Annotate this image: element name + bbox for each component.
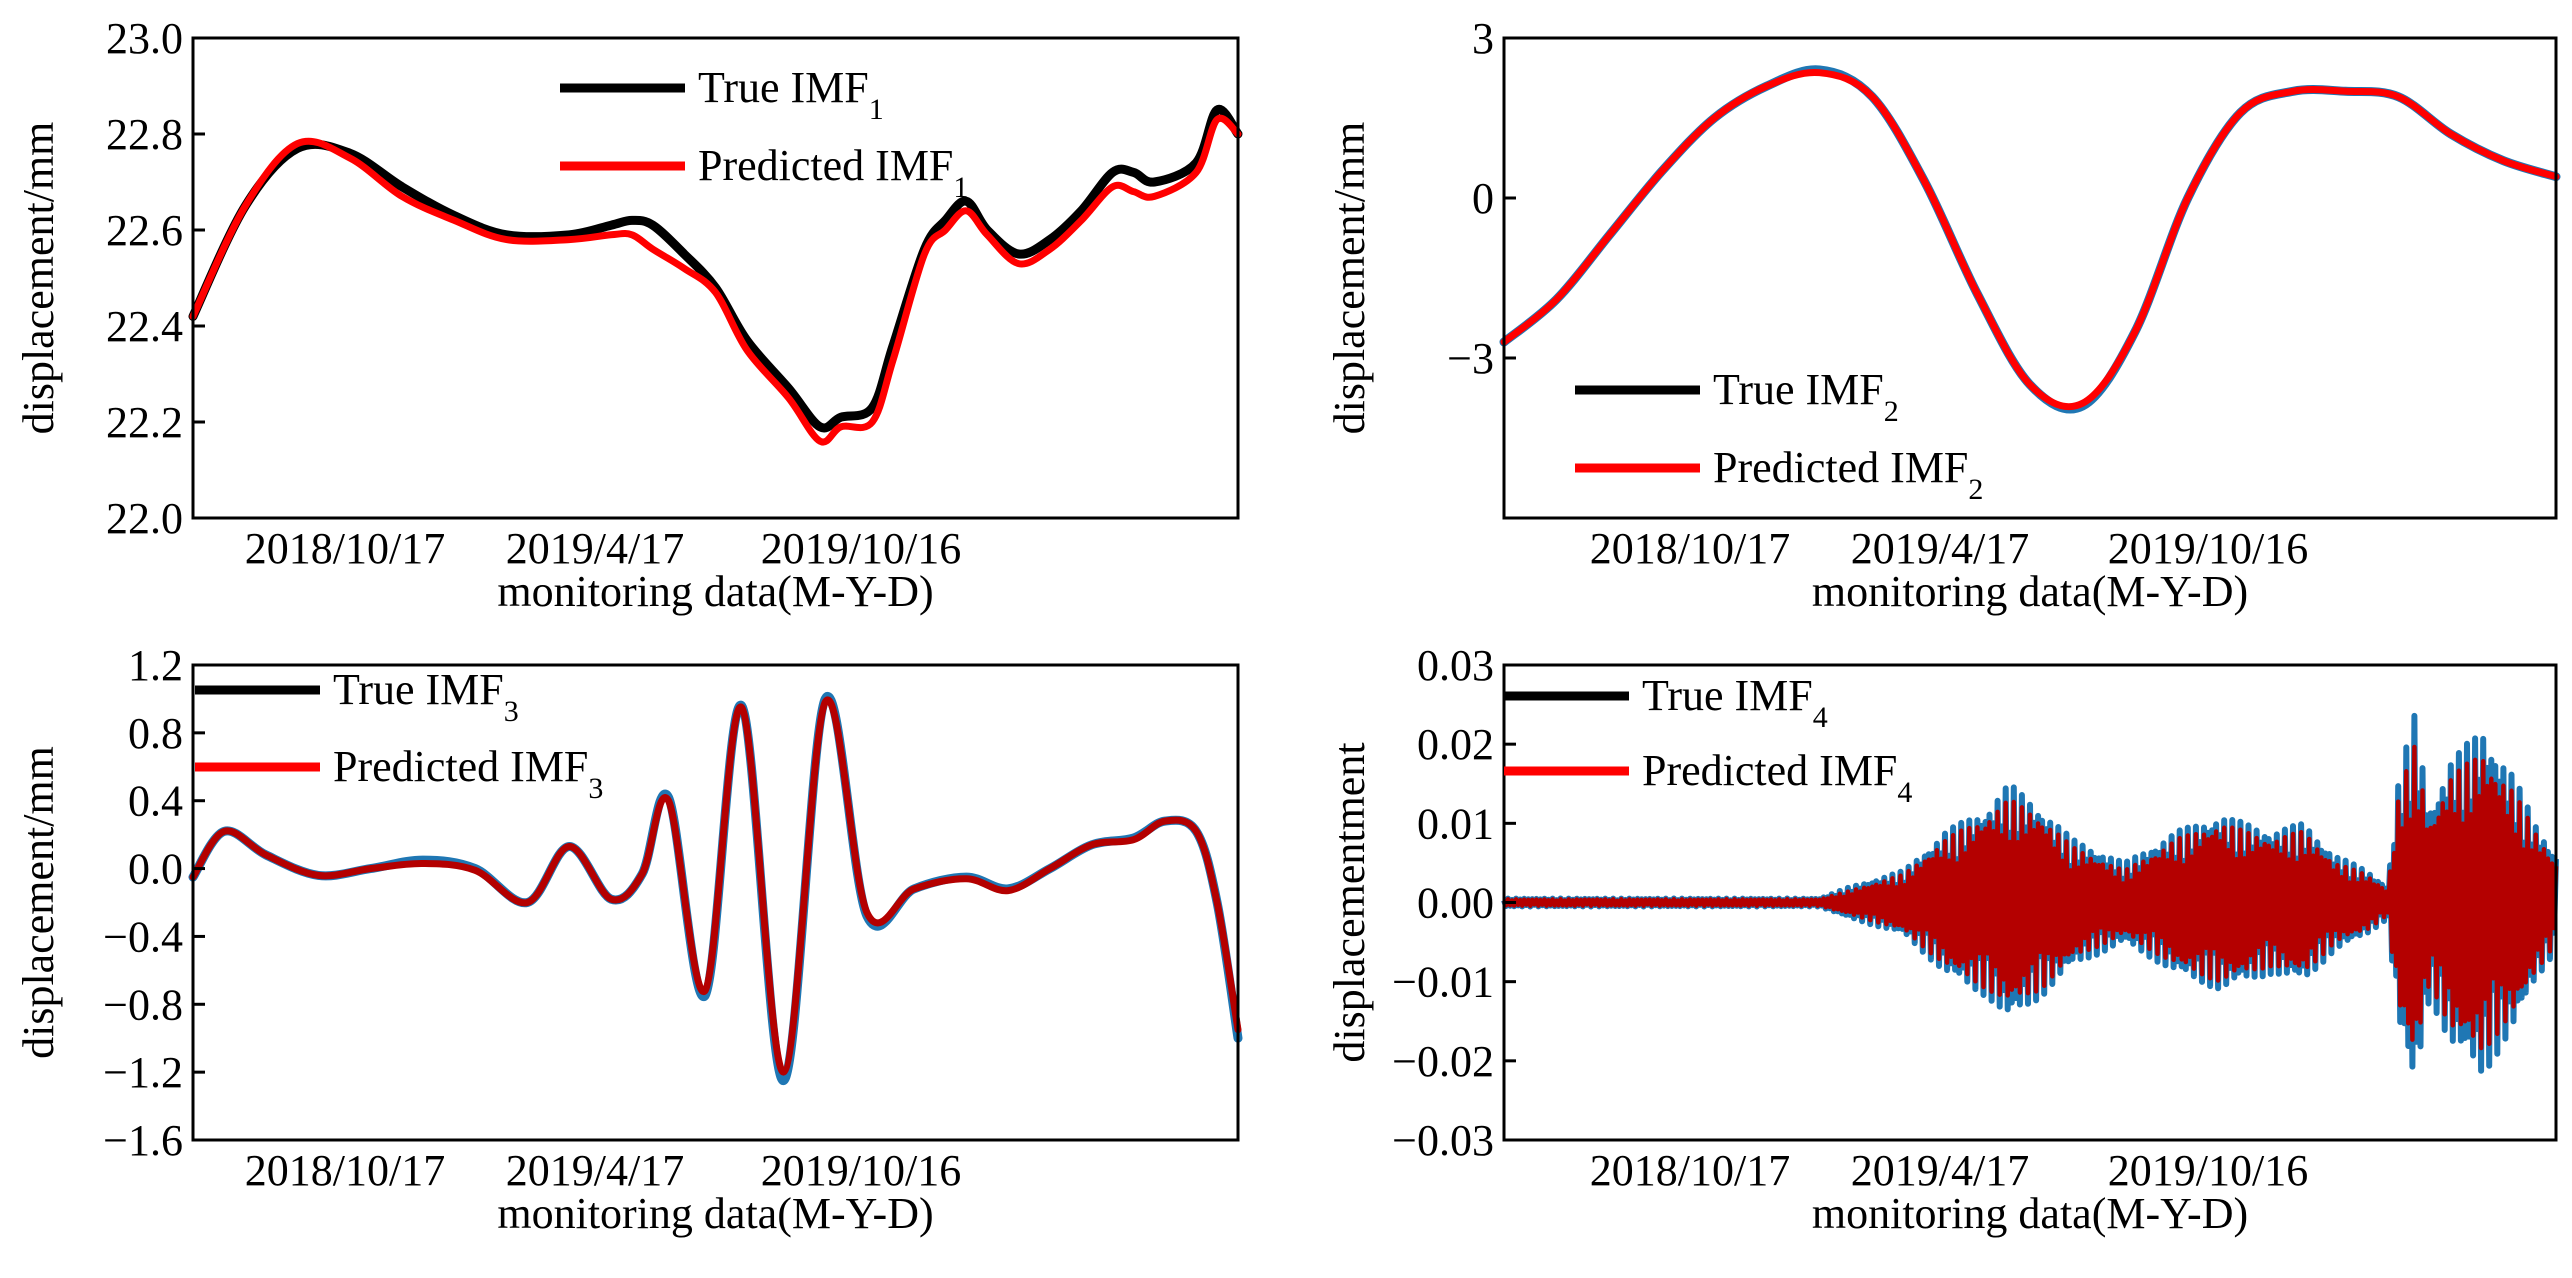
- chart-panel-imf3: −1.6 −1.2 −0.8 −0.4 0.0 0.4 0.8 1.2 2018/10/17 20…: [14, 641, 1243, 1238]
- y-tick-label: −0.01: [1392, 958, 1494, 1007]
- y-axis-label: displacement/mm: [14, 122, 63, 435]
- y-tick-label: 22.8: [106, 110, 183, 159]
- y-tick-label: 23.0: [106, 14, 183, 63]
- y-tick-label: −3: [1447, 334, 1494, 383]
- y-tick-label: 0: [1472, 174, 1494, 223]
- y-tick-label: 22.4: [106, 302, 183, 351]
- x-tick-label: 2019/4/17: [1851, 1146, 2029, 1195]
- x-tick-label: 2019/10/16: [761, 524, 961, 573]
- x-tick-label: 2019/10/16: [2108, 524, 2308, 573]
- legend-subscript: 4: [1897, 776, 1912, 809]
- x-tick-label: 2019/4/17: [1851, 524, 2029, 573]
- legend-entry: Predicted IMF2: [1713, 443, 1983, 506]
- plot-frame-imf1: [191, 36, 1240, 520]
- series-line-predicted-imf3: [189, 696, 1242, 1076]
- legend-subscript: 1: [869, 93, 884, 126]
- y-tick-label: 0.00: [1417, 879, 1494, 928]
- y-tick-label: −1.6: [103, 1116, 183, 1165]
- y-tick-label: 0.0: [128, 845, 183, 894]
- y-axis-label: displacement/mm: [14, 746, 63, 1059]
- y-tick-label: 0.03: [1417, 641, 1494, 690]
- x-tick-label: 2019/10/16: [2108, 1146, 2308, 1195]
- x-axis-label: monitoring data(M-Y-D): [497, 1189, 933, 1238]
- y-tick-label: 0.8: [128, 709, 183, 758]
- y-tick-label: 3: [1472, 14, 1494, 63]
- chart-panel-imf1: 22.0 22.2 22.4 22.6 22.8 23.0 2018/10/17 2019/4…: [14, 14, 1243, 616]
- x-tick-label: 2018/10/17: [245, 1146, 445, 1195]
- legend-entry: True IMF1: [698, 63, 884, 126]
- legend-subscript: 3: [504, 695, 519, 728]
- legend-entry: Predicted IMF4: [1642, 746, 1912, 809]
- x-tick-label: 2019/4/17: [506, 524, 684, 573]
- legend-entry: Predicted IMF1: [698, 141, 968, 204]
- x-axis-label: monitoring data(M-Y-D): [1812, 567, 2248, 616]
- y-tick-label: 0.01: [1417, 799, 1494, 848]
- x-tick-label: 2018/10/17: [1590, 524, 1790, 573]
- y-tick-label: −0.4: [103, 912, 183, 961]
- y-axis-label: displacement/mm: [1325, 122, 1374, 435]
- series-line-predicted-imf4: [1501, 744, 2559, 1051]
- x-tick-label: 2019/4/17: [506, 1146, 684, 1195]
- y-tick-label: −0.02: [1392, 1037, 1494, 1086]
- y-axis-label: displacementment: [1325, 742, 1374, 1062]
- y-tick-label: 0.4: [128, 777, 183, 826]
- y-tick-label: −0.8: [103, 980, 183, 1029]
- series-line-true-imf1: [188, 104, 1243, 433]
- y-tick-label: −0.03: [1392, 1116, 1494, 1165]
- legend-entry: True IMF3: [333, 665, 519, 728]
- plot-frame-imf3: [191, 663, 1240, 1142]
- legend-entry: True IMF4: [1642, 671, 1828, 734]
- legend-entry: Predicted IMF3: [333, 742, 603, 805]
- y-tick-label: 0.02: [1417, 720, 1494, 769]
- y-tick-label: 22.2: [106, 398, 183, 447]
- legend-subscript: 2: [1968, 473, 1983, 506]
- x-tick-label: 2018/10/17: [245, 524, 445, 573]
- x-axis-label: monitoring data(M-Y-D): [497, 567, 933, 616]
- y-tick-label: −1.2: [103, 1048, 183, 1097]
- x-tick-label: 2018/10/17: [1590, 1146, 1790, 1195]
- legend-entry: True IMF2: [1713, 365, 1899, 428]
- series-line-predicted-imf1: [189, 114, 1242, 446]
- series-line-predicted-imf2: [1500, 68, 2560, 411]
- legend-subscript: 2: [1884, 395, 1899, 428]
- legend-subscript: 4: [1813, 701, 1828, 734]
- y-tick-label: 22.0: [106, 494, 183, 543]
- plot-frame-imf2: [1502, 36, 2558, 520]
- x-axis-label: monitoring data(M-Y-D): [1812, 1189, 2248, 1238]
- chart-panel-imf2: −3 0 3 2018/10/17 2019/4/17 2019/10/16monitor…: [1325, 14, 2561, 616]
- y-tick-label: 1.2: [128, 641, 183, 690]
- legend-subscript: 1: [953, 171, 968, 204]
- chart-panel-imf4: −0.03 −0.02 −0.01 0.00 0.01 0.02 0.03 2018/10/1…: [1325, 641, 2559, 1238]
- x-tick-label: 2019/10/16: [761, 1146, 961, 1195]
- y-tick-label: 22.6: [106, 206, 183, 255]
- legend-subscript: 3: [588, 772, 603, 805]
- series-line-true-imf2: [1499, 65, 2561, 414]
